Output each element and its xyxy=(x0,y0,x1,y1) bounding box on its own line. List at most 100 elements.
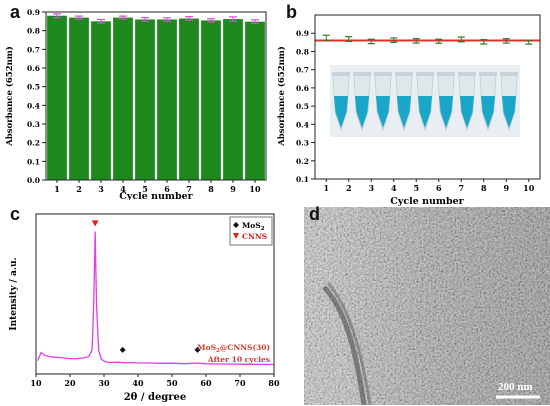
panel-b-y-ticks: 0.1 0.2 0.3 0.4 0.5 0.6 0.7 0.8 0.9 xyxy=(296,29,315,184)
tem-sheet-edge xyxy=(322,285,367,405)
panel-b-label: b xyxy=(286,2,297,22)
x-tick-label: 2 xyxy=(76,184,82,194)
bar xyxy=(91,21,111,181)
tube-rim xyxy=(416,72,434,76)
panel-c-legend: MoS2 CNNS xyxy=(229,216,273,246)
legend-cnns-label: CNNS xyxy=(242,232,267,241)
x-tick-label: 10 xyxy=(30,378,42,388)
tube-solution xyxy=(334,96,348,128)
x-tick-label: 4 xyxy=(120,184,126,194)
panel-c-label: c xyxy=(10,204,21,224)
x-tick-label: 1 xyxy=(54,184,60,194)
x-tick-label: 1 xyxy=(323,183,329,193)
legend-triangle-icon xyxy=(233,233,239,239)
legend-mos2-label: MoS2 xyxy=(242,221,265,232)
panel-a-errorbars xyxy=(53,13,259,25)
y-tick-label: 0.5 xyxy=(296,102,309,111)
tube-rim xyxy=(479,72,497,76)
scale-bar-label: 200 nm xyxy=(498,381,533,393)
x-tick-label: 30 xyxy=(98,378,110,388)
tube-solution xyxy=(439,96,453,128)
tube-solution xyxy=(460,96,474,128)
x-tick-label: 80 xyxy=(268,378,280,388)
x-tick-label: 20 xyxy=(64,378,76,388)
tube-rim xyxy=(353,72,371,76)
y-tick-label: 0.1 xyxy=(296,175,309,184)
tube-solution xyxy=(502,96,516,128)
y-tick-label: 0.8 xyxy=(296,47,309,56)
panel-c-annotation-line2: After 10 cycles xyxy=(207,355,270,364)
panel-b-errorbars xyxy=(322,34,533,45)
panel-c-axes-frame xyxy=(35,213,275,375)
tube-solution xyxy=(376,96,390,128)
panel-a-bars xyxy=(47,15,265,181)
x-tick-label: 3 xyxy=(368,183,374,193)
tube-rim xyxy=(395,72,413,76)
x-tick-label: 40 xyxy=(132,378,144,388)
cnns-peak-marker xyxy=(91,220,99,227)
tube-rim xyxy=(332,72,350,76)
y-tick-label: 0.1 xyxy=(27,157,40,166)
panel-a-label: a xyxy=(10,2,21,22)
x-tick-label: 2 xyxy=(346,183,352,193)
y-tick-label: 0.2 xyxy=(27,139,40,148)
x-tick-label: 7 xyxy=(458,183,464,193)
bar xyxy=(245,21,265,181)
bar xyxy=(179,18,199,181)
y-tick-label: 0.9 xyxy=(296,29,309,38)
y-tick-label: 0.7 xyxy=(27,45,40,54)
panel-b-tube-photo xyxy=(330,65,520,137)
panel-a-chart: 0.0 0.1 0.2 0.3 0.4 0.5 0.6 0.7 0.8 0.9 1 2 3 4 5 6 7 8 9… xyxy=(4,8,267,200)
x-tick-label: 9 xyxy=(230,184,236,194)
panel-c-ylabel: Intensity / a.u. xyxy=(9,257,19,330)
tube-rim xyxy=(374,72,392,76)
bar xyxy=(135,19,155,180)
bar xyxy=(157,19,177,180)
y-tick-label: 0.4 xyxy=(296,120,309,129)
panel-a-y-gridticks: 0.0 0.1 0.2 0.3 0.4 0.5 0.6 0.7 0.8 0.9 xyxy=(27,8,46,185)
panel-c-x-ticks: 10 20 30 40 50 60 70 80 xyxy=(30,374,280,388)
mos2-peak-marker xyxy=(194,346,201,353)
tube-solution xyxy=(481,96,495,128)
panel-d-tem-image xyxy=(304,207,550,405)
x-tick-label: 4 xyxy=(391,183,397,193)
tube-solution xyxy=(355,96,369,128)
x-tick-label: 8 xyxy=(481,183,487,193)
x-tick-label: 8 xyxy=(208,184,214,194)
y-tick-label: 0.5 xyxy=(27,83,40,92)
y-tick-label: 0.4 xyxy=(27,101,40,110)
panel-b-xlabel: Cycle number xyxy=(390,196,464,207)
tube-rim xyxy=(500,72,518,76)
tube-rim xyxy=(437,72,455,76)
x-tick-label: 10 xyxy=(249,184,261,194)
x-tick-label: 50 xyxy=(166,378,178,388)
bar xyxy=(201,20,221,181)
panel-c-xlabel: 2θ / degree xyxy=(124,392,187,403)
y-tick-label: 0.6 xyxy=(296,84,309,93)
panel-a-x-ticks: 1 2 3 4 5 6 7 8 9 10 xyxy=(54,180,261,194)
bar xyxy=(69,17,89,180)
panel-a-xlabel: Cycle number xyxy=(119,191,193,200)
y-tick-label: 0.6 xyxy=(27,64,40,73)
x-tick-label: 10 xyxy=(523,183,535,193)
x-tick-label: 3 xyxy=(98,184,104,194)
panel-b-axes-frame xyxy=(314,14,541,180)
x-tick-label: 6 xyxy=(436,183,442,193)
panel-b-ylabel: Absorbance (652nm) xyxy=(276,46,287,147)
panel-a-ylabel: Absorbance (652nm) xyxy=(4,46,15,147)
tube-solution xyxy=(397,96,411,128)
y-tick-label: 0.2 xyxy=(296,157,309,166)
panel-a-axes-frame xyxy=(45,11,267,181)
mos2-peak-marker xyxy=(119,346,126,353)
y-tick-label: 0.8 xyxy=(27,27,40,36)
x-tick-label: 5 xyxy=(142,184,148,194)
x-tick-label: 5 xyxy=(413,183,419,193)
x-tick-label: 9 xyxy=(503,183,509,193)
tube-solution xyxy=(418,96,432,128)
panel-c-chart: 10 20 30 40 50 60 70 80 MoS2 CNNS MoS2@CNNS(30)… xyxy=(9,213,280,403)
panel-c-peak-markers xyxy=(91,220,201,353)
x-tick-label: 70 xyxy=(234,378,246,388)
x-tick-label: 60 xyxy=(200,378,212,388)
x-tick-label: 7 xyxy=(186,184,192,194)
x-tick-label: 6 xyxy=(164,184,170,194)
